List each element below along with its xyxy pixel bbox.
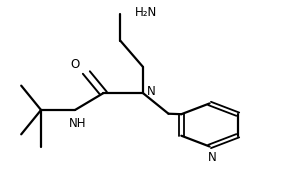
Text: NH: NH (69, 116, 87, 130)
Text: N: N (208, 151, 217, 164)
Text: H₂N: H₂N (134, 6, 157, 19)
Text: O: O (70, 58, 79, 71)
Text: N: N (147, 85, 156, 98)
